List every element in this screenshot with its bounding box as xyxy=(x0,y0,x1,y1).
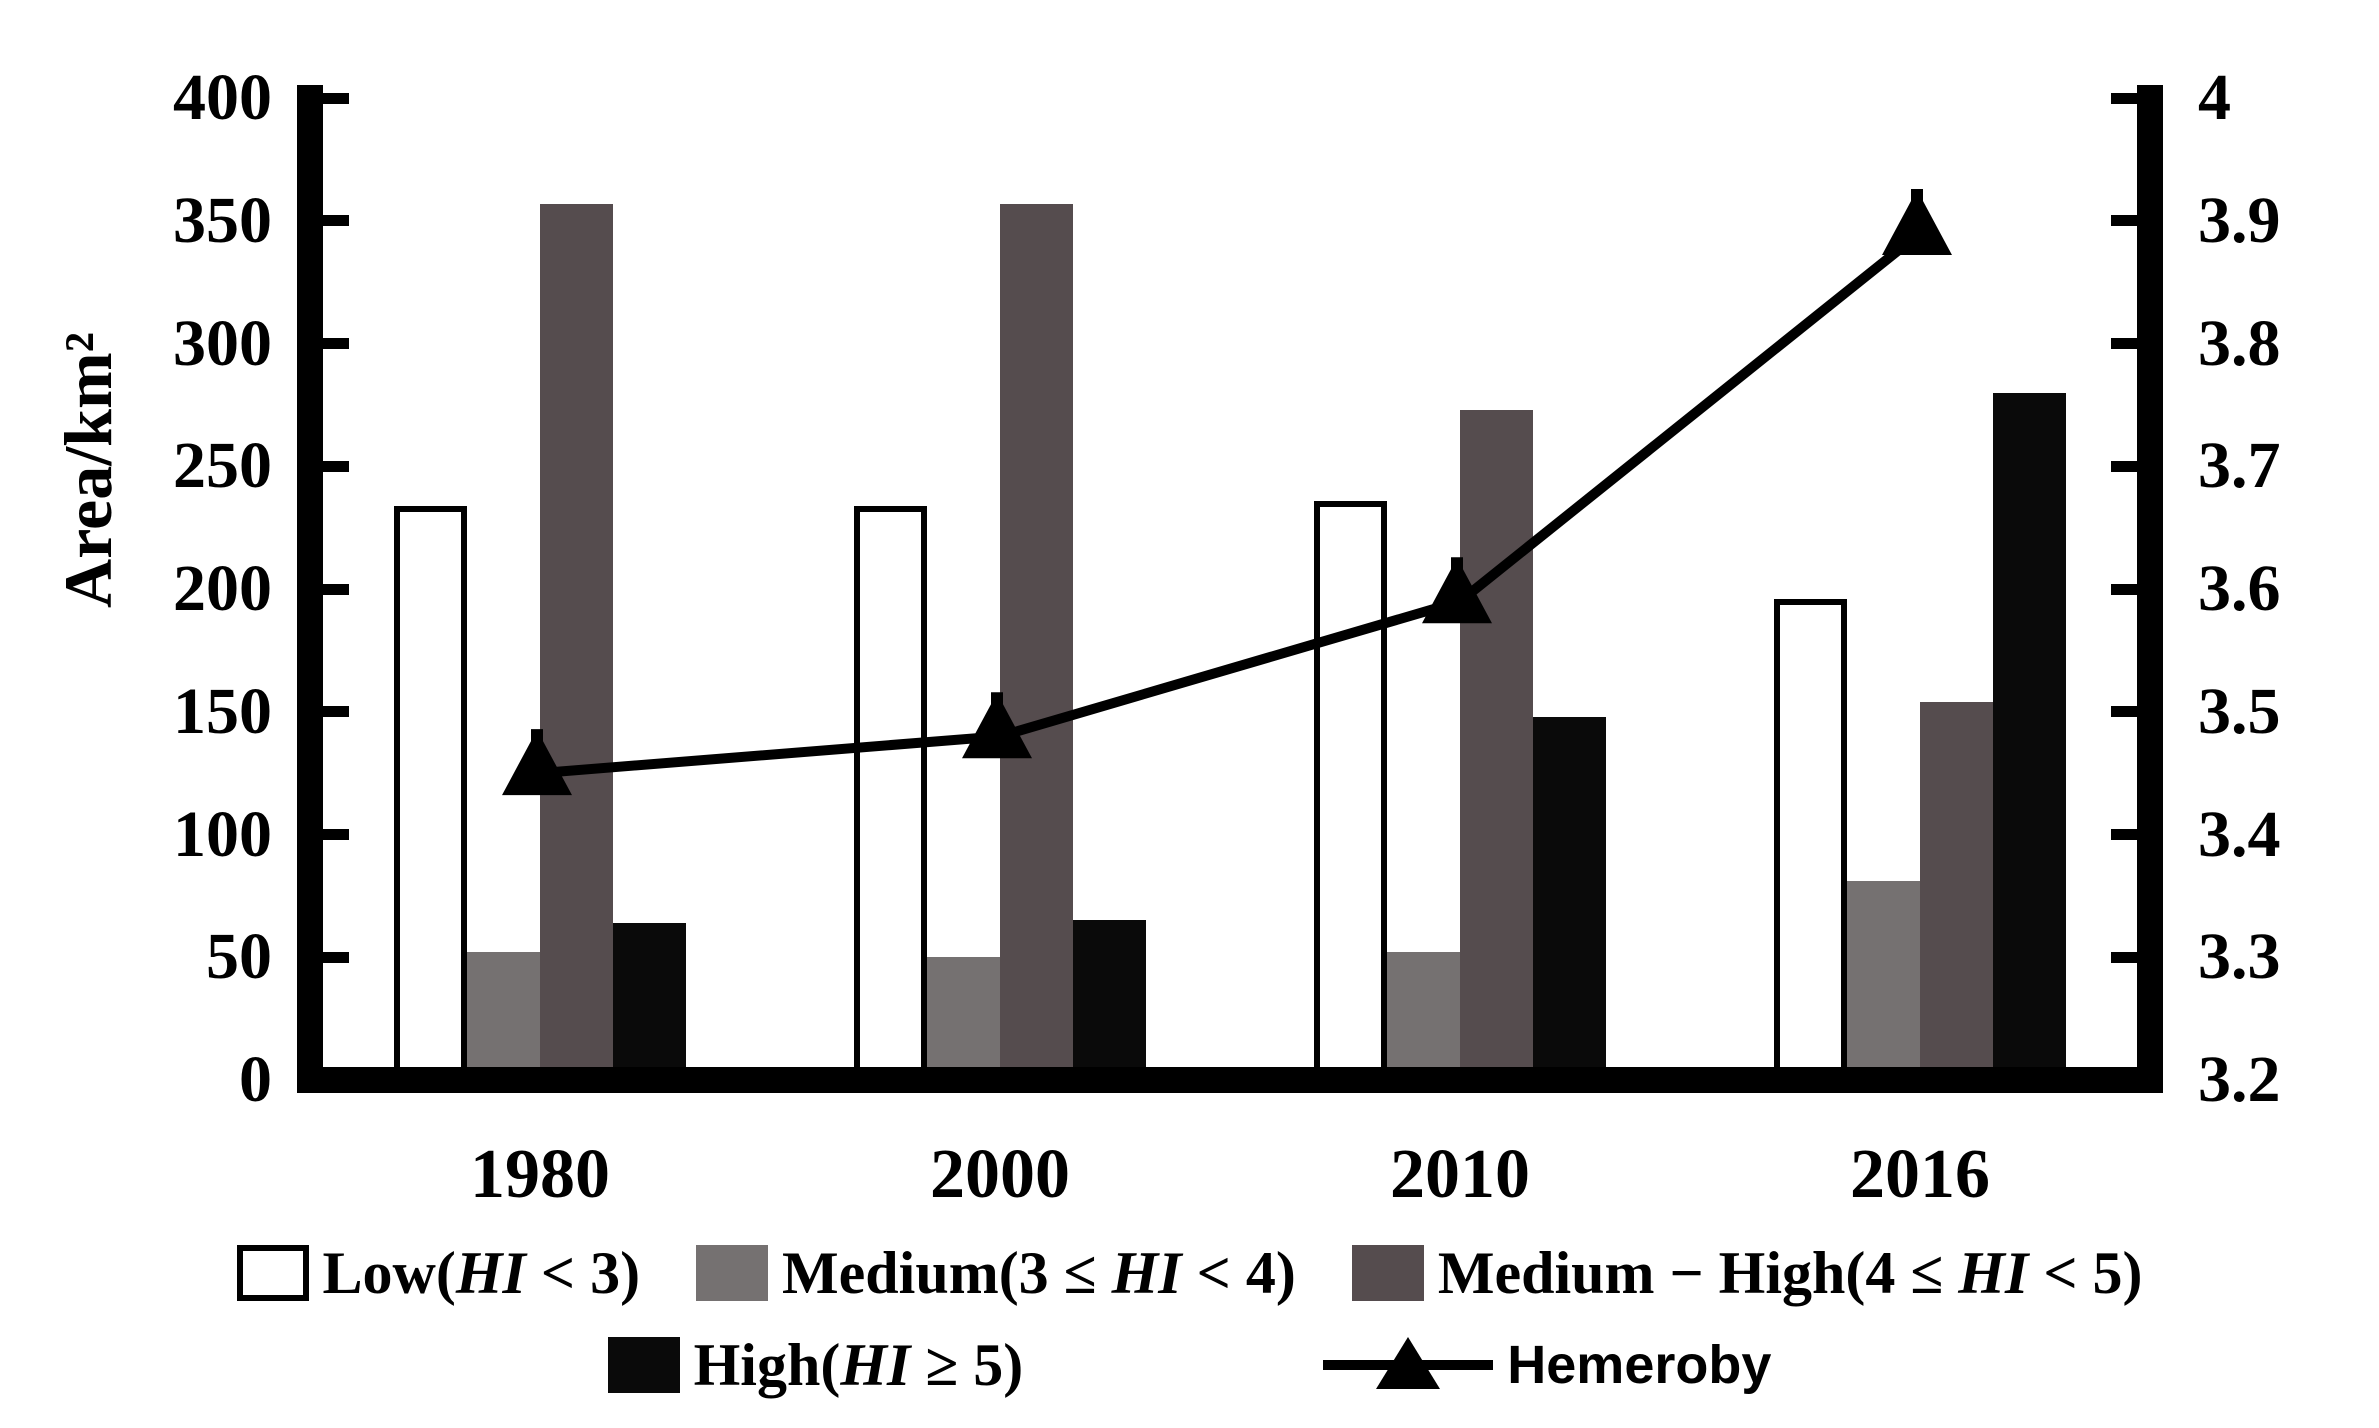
legend-label-medium-high: Medium − High(4 ≤ HI < 5) xyxy=(1438,1243,2143,1303)
left-axis-ticklabel-200: 200 xyxy=(173,552,272,625)
legend-label-low: Low(HI < 3) xyxy=(323,1243,641,1303)
bar-medium-2010 xyxy=(1387,952,1460,1080)
bar-low-2010 xyxy=(1314,500,1387,1080)
right-axis-line xyxy=(2137,85,2163,1093)
right-axis-tick-3.7 xyxy=(2111,460,2137,472)
bar-high-2016 xyxy=(1993,392,2066,1080)
left-axis-ticklabel-100: 100 xyxy=(173,797,272,871)
x-axis-label-2000: 2000 xyxy=(930,1136,1070,1213)
right-axis-tick-3.9 xyxy=(2111,215,2137,227)
left-axis-ticklabel-400: 400 xyxy=(173,61,272,134)
legend-row-2: High(HI ≥ 5) Hemeroby xyxy=(0,1330,2379,1400)
bar-medium-high-2016 xyxy=(1920,701,1993,1080)
legend-label-italic-segment: HI xyxy=(1111,1240,1182,1306)
left-axis-tick-350 xyxy=(323,215,349,227)
right-axis-tick-3.4 xyxy=(2111,829,2137,840)
legend-item-medium-high: Medium − High(4 ≤ HI < 5) xyxy=(1351,1243,2143,1303)
right-axis-tick-3.5 xyxy=(2111,706,2137,718)
left-axis-tick-250 xyxy=(323,460,349,472)
legend-label-hemeroby: Hemeroby xyxy=(1507,1338,1771,1392)
bar-medium-2016 xyxy=(1847,881,1920,1080)
x-axis-label-2010: 2010 xyxy=(1390,1136,1530,1213)
legend-label-high: High(HI ≥ 5) xyxy=(694,1335,1024,1395)
left-axis-tick-100 xyxy=(323,829,349,840)
bar-medium-high-1980 xyxy=(540,203,613,1080)
legend-swatch-medium xyxy=(696,1245,769,1301)
right-axis-ticklabel-3.9: 3.9 xyxy=(2198,183,2281,257)
hemeroby-marker-1980 xyxy=(502,729,572,796)
legend-label-segment: < 3) xyxy=(525,1240,641,1306)
left-axis-ticklabel-350: 350 xyxy=(173,183,272,257)
legend-label-italic-segment: HI xyxy=(840,1332,911,1398)
right-axis-tick-3.6 xyxy=(2111,583,2137,595)
right-axis-ticklabel-3.5: 3.5 xyxy=(2198,674,2281,748)
legend-label-segment: Low( xyxy=(322,1240,456,1306)
legend-label-segment: Medium(3 ≤ xyxy=(782,1240,1112,1306)
right-axis-ticklabel-3.4: 3.4 xyxy=(2198,797,2281,871)
left-axis-tick-300 xyxy=(323,338,349,349)
bar-medium-2000 xyxy=(927,957,1000,1080)
legend-item-low: Low(HI < 3) xyxy=(236,1243,641,1303)
bar-medium-high-2010 xyxy=(1460,409,1533,1080)
left-axis-tick-400 xyxy=(323,92,349,104)
right-axis-ticklabel-3.6: 3.6 xyxy=(2198,552,2281,625)
bar-high-2010 xyxy=(1533,716,1606,1080)
bar-low-2016 xyxy=(1774,598,1847,1080)
legend-swatch-medium-high xyxy=(1351,1245,1424,1301)
legend-label-segment: High( xyxy=(693,1332,841,1398)
x-axis-label-2016: 2016 xyxy=(1850,1136,1990,1213)
left-axis-tick-200 xyxy=(323,583,349,595)
right-axis-ticklabel-3.2: 3.2 xyxy=(2198,1043,2281,1116)
bar-low-2000 xyxy=(854,505,927,1080)
bar-medium-1980 xyxy=(467,952,540,1080)
left-axis-ticklabel-150: 150 xyxy=(173,674,272,748)
left-axis-line xyxy=(297,85,323,1093)
legend-label-italic-segment: HI xyxy=(1958,1240,2029,1306)
right-axis-ticklabel-3.8: 3.8 xyxy=(2198,306,2281,380)
hemeroby-marker-2010 xyxy=(1422,557,1492,624)
legend-label-segment: < 4) xyxy=(1181,1240,1296,1306)
legend-item-medium: Medium(3 ≤ HI < 4) xyxy=(696,1243,1296,1303)
right-axis-tick-3.8 xyxy=(2111,338,2137,349)
bar-high-2000 xyxy=(1073,920,1146,1080)
bar-low-1980 xyxy=(394,505,467,1080)
legend-item-hemeroby: Hemeroby xyxy=(1323,1335,1771,1395)
legend-row-1: Low(HI < 3) Medium(3 ≤ HI < 4) Medium − Hi… xyxy=(0,1238,2379,1308)
bar-medium-high-2000 xyxy=(1000,203,1073,1080)
right-axis-tick-3.3 xyxy=(2111,951,2137,963)
legend-label-segment: ≥ 5) xyxy=(910,1332,1024,1398)
left-axis-ticklabel-250: 250 xyxy=(173,429,272,503)
right-axis-ticklabel-4: 4 xyxy=(2198,61,2231,134)
legend-swatch-low xyxy=(236,1245,309,1301)
hemeroby-line xyxy=(539,229,1924,779)
x-axis-line xyxy=(297,1067,2163,1093)
legend-label-segment: < 5) xyxy=(2028,1240,2143,1306)
hemeroby-legend-marker xyxy=(1323,1335,1494,1395)
legend-label-italic-segment: HI xyxy=(455,1240,526,1306)
left-axis-ticklabel-0: 0 xyxy=(239,1043,272,1116)
bar-high-1980 xyxy=(613,922,686,1080)
legend-swatch-high xyxy=(607,1337,680,1393)
hemeroby-marker-2016 xyxy=(1882,189,1952,256)
right-axis-ticklabel-3.7: 3.7 xyxy=(2198,429,2281,503)
hemeroby-marker-2000 xyxy=(962,692,1032,759)
left-axis-tick-50 xyxy=(323,951,349,963)
triangle-icon xyxy=(1376,1337,1441,1389)
legend-label-segment: Medium − High(4 ≤ xyxy=(1437,1240,1959,1306)
left-axis-ticklabel-300: 300 xyxy=(173,306,272,380)
legend-label-segment: Hemeroby xyxy=(1507,1335,1772,1395)
left-axis-ticklabel-50: 50 xyxy=(206,920,272,994)
left-axis-tick-150 xyxy=(323,706,349,718)
legend-item-high: High(HI ≥ 5) xyxy=(607,1335,1024,1395)
x-axis-label-1980: 1980 xyxy=(470,1136,610,1213)
right-axis-ticklabel-3.3: 3.3 xyxy=(2198,920,2281,994)
right-axis-tick-4 xyxy=(2111,92,2137,104)
legend-label-medium: Medium(3 ≤ HI < 4) xyxy=(782,1243,1296,1303)
